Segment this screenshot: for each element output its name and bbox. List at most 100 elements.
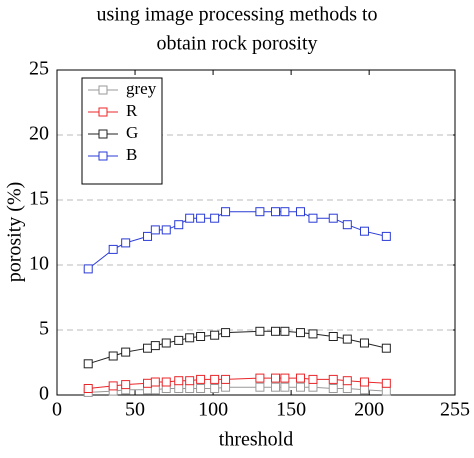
point-marker (150, 385, 160, 395)
point-marker (328, 384, 338, 393)
point-marker (108, 351, 118, 361)
point-marker (280, 373, 290, 383)
legend-label: grey (126, 79, 157, 98)
point-marker (255, 207, 265, 217)
point-marker (295, 328, 305, 338)
point-marker (174, 220, 184, 230)
point-marker (280, 382, 290, 392)
chart-title: obtain rock porosity (156, 33, 317, 55)
point-marker (161, 225, 171, 235)
point-marker (185, 213, 195, 223)
y-axis-label: porosity (%) (4, 182, 26, 283)
point-marker (255, 373, 265, 383)
point-marker (150, 225, 160, 235)
legend-label: B (126, 145, 137, 164)
point-marker (295, 207, 305, 217)
point-marker (328, 213, 338, 223)
point-marker (185, 384, 195, 393)
point-marker (280, 207, 290, 217)
point-marker (342, 384, 352, 393)
y-tick-label: 10 (29, 253, 49, 275)
point-marker (221, 382, 231, 392)
point-marker (196, 332, 206, 341)
y-tick-label: 0 (39, 383, 49, 405)
point-marker (295, 373, 305, 383)
point-marker (271, 382, 281, 392)
point-marker (174, 384, 184, 393)
point-marker (210, 384, 220, 393)
point-marker (359, 377, 369, 387)
point-marker (174, 335, 184, 345)
point-marker (308, 382, 318, 392)
point-marker (210, 213, 220, 223)
point-marker (221, 328, 231, 338)
point-marker (83, 264, 93, 274)
legend-marker (98, 151, 108, 161)
point-marker (108, 381, 118, 391)
point-marker (121, 347, 131, 357)
point-marker (255, 326, 265, 336)
x-tick-label: 50 (125, 399, 145, 421)
point-marker (143, 378, 153, 388)
point-marker (308, 374, 318, 384)
point-marker (271, 326, 281, 336)
point-marker (381, 386, 391, 396)
legend-label: G (126, 123, 138, 142)
legend-marker (98, 107, 108, 117)
point-marker (342, 220, 352, 230)
point-marker (328, 374, 338, 384)
y-tick-label: 5 (39, 318, 49, 340)
x-tick-label: 255 (440, 399, 470, 421)
point-marker (381, 343, 391, 353)
point-marker (255, 382, 265, 392)
point-marker (359, 226, 369, 236)
point-marker (210, 374, 220, 384)
point-marker (185, 333, 195, 343)
x-tick-label: 200 (354, 399, 384, 421)
point-marker (381, 378, 391, 388)
y-tick-label: 20 (29, 123, 49, 145)
point-marker (150, 377, 160, 387)
point-marker (210, 330, 220, 340)
point-marker (83, 384, 93, 393)
point-marker (161, 338, 171, 348)
x-tick-label: 0 (52, 399, 62, 421)
point-marker (185, 376, 195, 386)
y-tick-label: 25 (29, 58, 49, 80)
point-marker (196, 213, 206, 223)
point-marker (271, 373, 281, 383)
point-marker (221, 374, 231, 384)
point-marker (359, 385, 369, 395)
x-tick-label: 100 (198, 399, 228, 421)
y-tick-label: 15 (29, 188, 49, 210)
point-marker (121, 238, 131, 248)
point-marker (174, 376, 184, 386)
point-marker (150, 341, 160, 351)
x-tick-label: 150 (276, 399, 306, 421)
legend-marker (98, 129, 108, 139)
plot-frame (56, 69, 456, 396)
point-marker (342, 376, 352, 386)
point-marker (271, 207, 281, 217)
legend-box (81, 77, 163, 185)
point-marker (381, 231, 391, 241)
chart-title: using image processing methods to (96, 4, 377, 26)
series-line (87, 211, 387, 270)
series-line (88, 330, 387, 365)
point-marker (328, 332, 338, 341)
point-marker (143, 231, 153, 241)
point-marker (83, 359, 93, 369)
series-line (88, 386, 387, 393)
legend-label: R (126, 101, 138, 120)
point-marker (280, 326, 290, 336)
point-marker (342, 334, 352, 344)
point-marker (108, 244, 118, 254)
point-marker (196, 374, 206, 384)
point-marker (196, 384, 206, 393)
point-marker (121, 380, 131, 390)
point-marker (161, 377, 171, 387)
point-marker (308, 213, 318, 223)
point-marker (295, 382, 305, 392)
point-marker (359, 338, 369, 348)
